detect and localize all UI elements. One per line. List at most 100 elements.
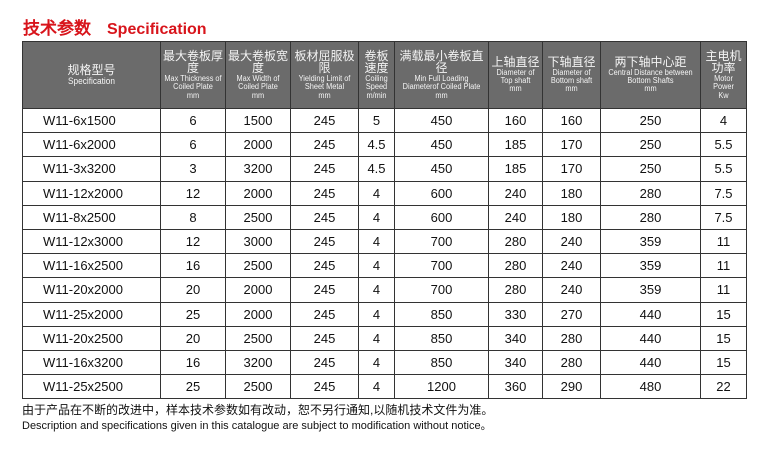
table-cell: 1200 xyxy=(394,374,489,400)
header-unit: mm xyxy=(565,84,578,94)
table-cell: 3000 xyxy=(225,228,291,255)
table-cell: 850 xyxy=(394,301,489,327)
table-cell: 290 xyxy=(542,374,601,400)
table-cell: 700 xyxy=(394,228,489,255)
table-cell: 180 xyxy=(542,180,601,206)
column-header: 卷板速度 Coiling Speed m/min xyxy=(358,41,395,109)
table-cell: 7.5 xyxy=(700,204,747,230)
table-row: W11-6x1500 6 1500 245 5 450 160 160 250 4 xyxy=(22,107,747,134)
table-cell: W11-3x3200 xyxy=(22,156,161,182)
table-cell: 360 xyxy=(488,374,543,400)
table-cell: 600 xyxy=(394,204,489,230)
table-cell: 600 xyxy=(394,180,489,206)
table-cell: 25 xyxy=(160,374,226,400)
table-cell: 11 xyxy=(700,228,747,255)
header-unit: mm xyxy=(318,90,331,100)
header-unit: mm xyxy=(251,90,265,100)
table-cell: 185 xyxy=(488,156,543,182)
column-header: 最大卷板厚度 Max Thickness of Coiled Plate mm xyxy=(160,41,226,109)
column-header: 规格型号 Specification xyxy=(22,41,161,109)
table-row: W11-20x2500 20 2500 245 4 850 340 280 440 15 xyxy=(22,325,747,351)
table-cell: W11-6x2000 xyxy=(22,132,161,158)
table-cell: 245 xyxy=(290,156,359,182)
table-cell: 280 xyxy=(542,325,601,351)
table-cell: 440 xyxy=(600,349,701,376)
table-cell: 450 xyxy=(394,107,489,134)
table-cell: W11-16x3200 xyxy=(22,349,161,376)
column-header: 两下轴中心距 Central Distance between Bottom Sh… xyxy=(600,41,701,109)
table-cell: 245 xyxy=(290,228,359,255)
table-cell: 340 xyxy=(488,325,543,351)
table-cell: 240 xyxy=(542,277,601,303)
spec-table: 规格型号 Specification 最大卷板厚度 Max Thickness of … xyxy=(22,41,747,400)
table-cell: W11-6x1500 xyxy=(22,107,161,134)
table-cell: 4 xyxy=(358,228,395,255)
table-cell: 359 xyxy=(600,253,701,279)
table-cell: 170 xyxy=(542,132,601,158)
table-cell: 280 xyxy=(488,277,543,303)
header-unit: mm xyxy=(186,90,200,100)
table-cell: 245 xyxy=(290,277,359,303)
table-cell: 440 xyxy=(600,301,701,327)
header-zh: 板材屈服极限 xyxy=(294,48,355,76)
table-cell: W11-8x2500 xyxy=(22,204,161,230)
header-unit: mm xyxy=(435,90,448,100)
table-cell: 245 xyxy=(290,325,359,351)
header-zh: 卷板速度 xyxy=(364,48,389,76)
table-cell: 245 xyxy=(290,301,359,327)
table-cell: 2500 xyxy=(225,253,291,279)
table-cell: 280 xyxy=(488,228,543,255)
header-en: Diameter of Top shaft xyxy=(496,67,535,86)
table-row: W11-16x3200 16 3200 245 4 850 340 280 440 15 xyxy=(22,349,747,376)
table-cell: 16 xyxy=(160,253,226,279)
table-row: W11-3x3200 3 3200 245 4.5 450 185 170 250 5.5 xyxy=(22,156,747,182)
header-unit: m/min xyxy=(366,90,387,100)
header-zh: 两下轴中心距 xyxy=(614,55,687,70)
header-zh: 下轴直径 xyxy=(547,55,596,70)
table-cell: 359 xyxy=(600,277,701,303)
header-en: Min Full Loading Diameterof Coiled Plate xyxy=(402,74,481,92)
table-cell: 4 xyxy=(358,374,395,400)
table-cell: 4 xyxy=(700,107,747,134)
table-cell: 7.5 xyxy=(700,180,747,206)
table-cell: 6 xyxy=(160,107,226,134)
table-cell: 160 xyxy=(488,107,543,134)
table-cell: 359 xyxy=(600,228,701,255)
header-zh: 上轴直径 xyxy=(491,55,540,70)
table-cell: 6 xyxy=(160,132,226,158)
header-unit: mm xyxy=(644,84,657,94)
header-en: Specification xyxy=(68,75,115,86)
table-cell: 8 xyxy=(160,204,226,230)
header-zh: 最大卷板厚度 xyxy=(162,48,223,76)
table-cell: 4 xyxy=(358,253,395,279)
table-cell: 11 xyxy=(700,277,747,303)
table-cell: 280 xyxy=(542,349,601,376)
table-cell: 5.5 xyxy=(700,156,747,182)
column-header: 主电机功率 Motor Power Kw xyxy=(700,41,747,109)
column-header: 上轴直径 Diameter of Top shaft mm xyxy=(488,41,543,109)
table-cell: 11 xyxy=(700,253,747,279)
column-header: 板材屈服极限 Yielding Limit of Sheet Metal mm xyxy=(290,41,359,109)
header-en: Motor Power xyxy=(713,74,734,92)
table-cell: 2000 xyxy=(225,277,291,303)
column-header: 满载最小卷板直径 Min Full Loading Diameterof Coil… xyxy=(394,41,489,109)
table-cell: 245 xyxy=(290,180,359,206)
table-cell: 280 xyxy=(488,253,543,279)
table-cell: 20 xyxy=(160,277,226,303)
header-unit: mm xyxy=(509,84,522,94)
header-en: Diameter of Bottom shaft xyxy=(550,67,593,86)
table-cell: 245 xyxy=(290,204,359,230)
footer-note-en: Description and specifications given in … xyxy=(22,420,492,432)
table-cell: W11-16x2500 xyxy=(22,253,161,279)
table-cell: 270 xyxy=(542,301,601,327)
title-zh: 技术参数 xyxy=(23,19,91,38)
table-cell: 4.5 xyxy=(358,156,395,182)
table-cell: 4 xyxy=(358,180,395,206)
table-cell: 240 xyxy=(542,253,601,279)
table-cell: 12 xyxy=(160,180,226,206)
table-row: W11-20x2000 20 2000 245 4 700 280 240 359 11 xyxy=(22,277,747,303)
table-row: W11-12x3000 12 3000 245 4 700 280 240 359 11 xyxy=(22,228,747,255)
table-cell: 245 xyxy=(290,132,359,158)
table-row: W11-25x2000 25 2000 245 4 850 330 270 440 15 xyxy=(22,301,747,327)
table-cell: 245 xyxy=(290,253,359,279)
